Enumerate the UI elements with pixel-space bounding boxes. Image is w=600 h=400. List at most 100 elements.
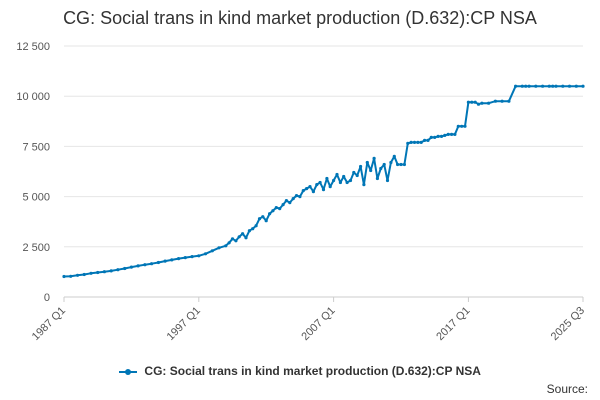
data-point	[116, 268, 120, 272]
data-point	[524, 84, 528, 88]
data-point	[197, 254, 201, 258]
data-point	[355, 173, 359, 178]
data-point	[342, 174, 346, 179]
data-point	[311, 190, 315, 194]
data-point	[443, 133, 447, 137]
data-point	[109, 269, 113, 273]
data-point	[541, 84, 545, 88]
x-tick-label: 1997 Q1	[165, 305, 203, 343]
data-point	[203, 252, 208, 256]
data-point	[554, 84, 558, 88]
data-point	[102, 270, 106, 274]
y-tick-label: 7 500	[22, 141, 50, 153]
data-point	[338, 180, 342, 185]
data-point	[382, 162, 386, 167]
x-tick-label: 2007 Q1	[299, 305, 337, 343]
data-point	[507, 99, 511, 103]
data-point	[332, 178, 336, 183]
data-point	[224, 244, 228, 248]
data-point	[261, 215, 265, 219]
data-point	[150, 262, 154, 266]
data-point	[123, 266, 127, 271]
data-point	[352, 170, 356, 175]
data-point	[446, 132, 450, 136]
data-point	[500, 99, 504, 103]
data-point	[136, 264, 140, 268]
data-point	[234, 239, 238, 243]
x-axis: 1987 Q1 1997 Q1 2007 Q1 2017 Q1 2025 Q3	[30, 297, 587, 343]
data-point	[429, 135, 433, 139]
data-point	[177, 257, 181, 261]
data-point	[375, 176, 379, 181]
data-point	[547, 84, 551, 88]
data-point	[406, 141, 410, 145]
data-point	[288, 201, 292, 205]
data-point	[520, 84, 524, 88]
data-point	[426, 138, 430, 142]
data-point	[463, 124, 467, 128]
legend-label: CG: Social trans in kind market producti…	[144, 364, 481, 378]
data-point	[359, 164, 363, 169]
data-point	[493, 99, 497, 103]
data-point	[251, 227, 255, 231]
data-point	[365, 160, 369, 165]
data-point	[534, 84, 538, 88]
data-point	[581, 84, 585, 88]
data-point	[210, 249, 214, 253]
data-point	[328, 185, 332, 189]
data-point	[551, 84, 555, 88]
data-point	[372, 156, 376, 160]
y-tick-label: 12 500	[16, 41, 50, 53]
data-point	[227, 241, 231, 245]
x-tick-label: 2025 Q3	[549, 305, 587, 343]
y-tick-label: 10 000	[16, 91, 50, 103]
data-point	[335, 172, 339, 177]
data-point	[284, 199, 288, 203]
x-tick-label: 2017 Q1	[434, 305, 472, 343]
data-point	[456, 124, 460, 128]
data-point	[433, 135, 437, 139]
data-point	[574, 84, 578, 88]
data-point	[89, 271, 93, 275]
data-point	[567, 84, 572, 88]
data-point	[460, 124, 464, 128]
data-point	[470, 100, 474, 104]
x-tick-label: 1987 Q1	[30, 305, 68, 343]
data-point	[129, 265, 133, 269]
data-point	[480, 101, 484, 105]
data-point	[271, 209, 275, 213]
data-point	[487, 101, 491, 105]
data-point	[247, 229, 251, 233]
data-point	[301, 189, 305, 193]
data-point	[527, 84, 531, 88]
data-point	[419, 140, 423, 144]
data-point	[409, 140, 413, 144]
data-point	[379, 166, 383, 171]
series-line-group	[62, 84, 585, 279]
data-point	[412, 140, 417, 144]
data-point	[82, 272, 86, 277]
y-tick-label: 2 500	[22, 242, 50, 254]
data-point	[416, 140, 420, 144]
data-point	[450, 132, 454, 136]
data-point	[69, 274, 73, 278]
chart-title: CG: Social trans in kind market producti…	[63, 8, 537, 28]
data-point	[476, 102, 481, 106]
data-point	[241, 232, 245, 236]
data-point	[325, 176, 329, 181]
data-point	[170, 258, 174, 262]
data-point	[423, 138, 427, 142]
data-point	[230, 237, 235, 241]
data-point	[453, 132, 457, 136]
data-point	[318, 180, 322, 185]
gridlines	[64, 45, 583, 298]
y-axis-tick-labels: 0 2 500 5 000 7 500 10 000 12 500	[16, 41, 50, 304]
data-point	[268, 212, 272, 216]
data-point	[163, 259, 167, 263]
data-point	[298, 195, 302, 199]
data-point	[466, 100, 470, 104]
data-point	[274, 206, 278, 210]
data-point	[436, 134, 440, 138]
data-point	[362, 183, 366, 187]
